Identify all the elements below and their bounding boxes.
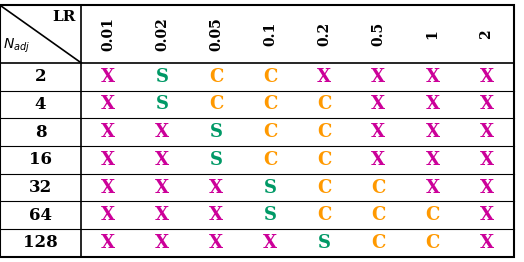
Text: S: S <box>318 234 331 252</box>
Text: $N_{adj}$: $N_{adj}$ <box>3 37 30 55</box>
Text: X: X <box>372 95 386 113</box>
Text: 16: 16 <box>29 151 52 168</box>
Text: C: C <box>371 234 386 252</box>
Text: 64: 64 <box>29 207 52 224</box>
Text: X: X <box>479 178 494 196</box>
Text: 1: 1 <box>425 29 440 39</box>
Text: X: X <box>101 178 115 196</box>
Text: C: C <box>425 234 440 252</box>
Text: X: X <box>263 234 277 252</box>
Text: 0.2: 0.2 <box>318 22 331 46</box>
Text: X: X <box>101 123 115 141</box>
Text: C: C <box>317 206 332 224</box>
Text: X: X <box>101 234 115 252</box>
Text: 32: 32 <box>29 179 52 196</box>
Text: S: S <box>210 151 223 169</box>
Text: 2: 2 <box>479 29 494 39</box>
Text: C: C <box>371 178 386 196</box>
Text: C: C <box>317 123 332 141</box>
Text: X: X <box>209 178 223 196</box>
Text: LR: LR <box>52 10 76 24</box>
Text: X: X <box>479 151 494 169</box>
Text: X: X <box>425 178 440 196</box>
Text: X: X <box>101 206 115 224</box>
Text: X: X <box>101 95 115 113</box>
Text: X: X <box>479 95 494 113</box>
Text: C: C <box>263 151 278 169</box>
Text: C: C <box>425 206 440 224</box>
Text: 8: 8 <box>35 124 47 141</box>
Text: X: X <box>425 123 440 141</box>
Text: 4: 4 <box>35 96 46 113</box>
Text: S: S <box>156 95 169 113</box>
Text: 0.1: 0.1 <box>264 22 277 46</box>
Text: C: C <box>263 123 278 141</box>
Text: 2: 2 <box>35 68 47 85</box>
Text: C: C <box>263 68 278 86</box>
Text: C: C <box>209 95 224 113</box>
Text: S: S <box>264 178 277 196</box>
Text: 0.05: 0.05 <box>209 17 223 51</box>
Text: X: X <box>155 234 169 252</box>
Text: X: X <box>209 206 223 224</box>
Text: X: X <box>372 123 386 141</box>
Text: C: C <box>317 178 332 196</box>
Text: 0.5: 0.5 <box>372 22 386 46</box>
Text: X: X <box>479 123 494 141</box>
Text: X: X <box>372 151 386 169</box>
Text: X: X <box>425 151 440 169</box>
Text: S: S <box>264 206 277 224</box>
Text: X: X <box>101 151 115 169</box>
Text: X: X <box>425 95 440 113</box>
Text: S: S <box>210 123 223 141</box>
Text: C: C <box>317 95 332 113</box>
Text: 128: 128 <box>23 234 58 252</box>
Text: 0.02: 0.02 <box>155 17 169 51</box>
Text: S: S <box>156 68 169 86</box>
Text: X: X <box>209 234 223 252</box>
Text: C: C <box>209 68 224 86</box>
Text: X: X <box>372 68 386 86</box>
Text: C: C <box>371 206 386 224</box>
Text: X: X <box>155 178 169 196</box>
Text: C: C <box>263 95 278 113</box>
Text: X: X <box>318 68 332 86</box>
Text: X: X <box>479 68 494 86</box>
Text: X: X <box>425 68 440 86</box>
Text: X: X <box>155 151 169 169</box>
Text: 0.01: 0.01 <box>101 17 115 51</box>
Text: C: C <box>317 151 332 169</box>
Text: X: X <box>101 68 115 86</box>
Text: X: X <box>479 234 494 252</box>
Text: X: X <box>155 206 169 224</box>
Text: X: X <box>479 206 494 224</box>
Text: X: X <box>155 123 169 141</box>
